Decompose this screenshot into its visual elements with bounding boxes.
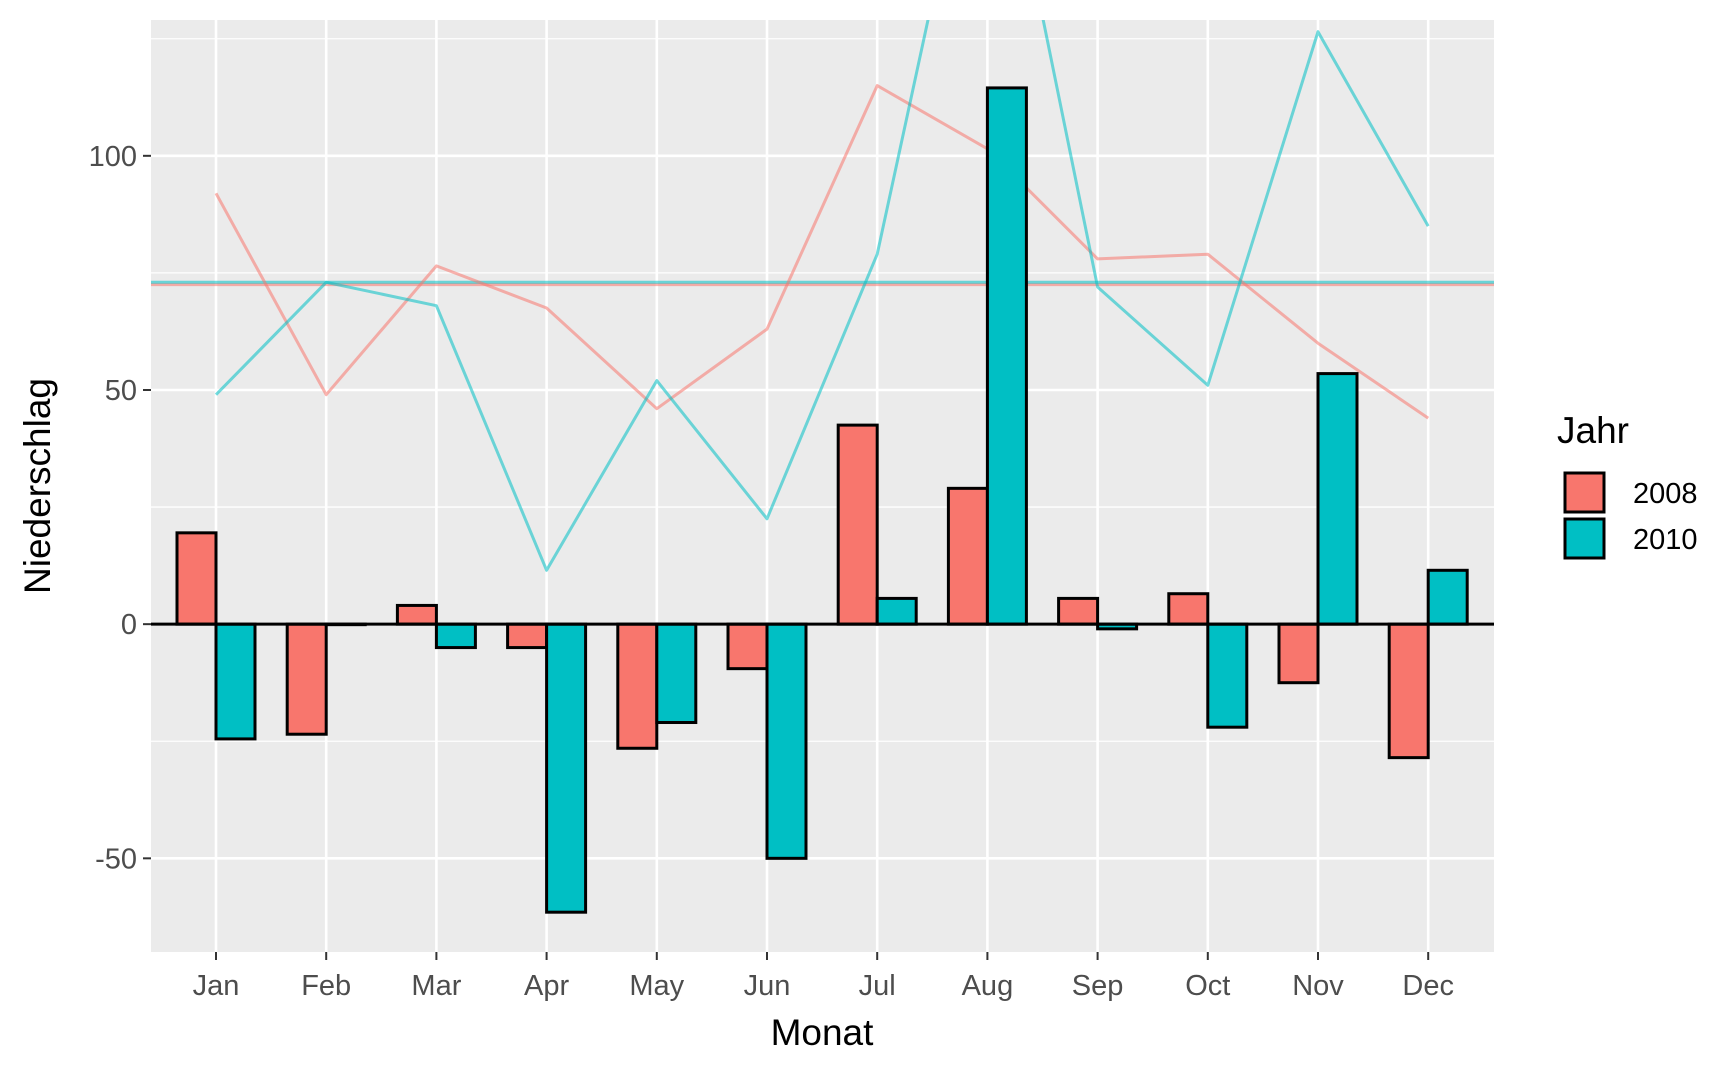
bar-2008-feb [285,622,328,736]
series-line-2008 [214,84,1430,420]
y-tick-label: 0 [121,609,137,641]
y-tick-label: 100 [89,141,137,173]
bar-2008-jun [726,622,769,671]
bar-2010-jun [765,622,808,860]
bar-2008-jan [175,531,218,626]
anomaly-bars [175,86,1469,914]
legend-label-2008: 2008 [1633,478,1698,510]
bar-2010-apr [545,622,588,914]
y-axis: -50 0 50 100 [89,141,151,875]
bar-2008-oct [1167,592,1210,626]
bar-2008-nov [1277,622,1320,685]
bar-2010-jul [875,596,918,626]
x-tick-label-sep: Sep [1072,970,1124,1002]
x-tick-label-mar: Mar [411,970,461,1002]
x-axis: Jan Feb Mar Apr May Jun Jul Aug Sep Oct Nov Dec [193,952,1454,1002]
bar-2010-oct [1206,622,1249,729]
legend: Jahr 2008 2010 [1557,410,1698,560]
x-tick-label-jan: Jan [193,970,240,1002]
y-axis-title: Niederschlag [17,378,58,594]
legend-label-2010: 2010 [1633,524,1698,556]
bar-2010-nov [1316,372,1359,626]
plot-panel [151,20,1494,952]
series-line-2010 [214,20,1430,572]
legend-title: Jahr [1557,410,1629,451]
bar-2010-jan [214,622,257,741]
x-tick-label-oct: Oct [1185,970,1230,1002]
y-tick-label: -50 [95,843,137,875]
x-tick-label-jun: Jun [744,970,791,1002]
bar-2008-aug [946,486,989,626]
x-tick-label-nov: Nov [1292,970,1344,1002]
mean-reference-lines [151,280,1494,287]
bar-2010-dec [1426,568,1469,626]
bar-2008-jul [836,423,879,626]
bar-2008-mar [395,603,438,626]
bar-2010-may [655,622,698,725]
x-tick-label-apr: Apr [524,970,569,1002]
monthly-series-lines [214,20,1430,572]
x-tick-label-feb: Feb [301,970,351,1002]
y-tick-label: 50 [105,375,137,407]
legend-key-2010 [1563,517,1606,560]
bar-2010-mar [434,622,477,650]
grid-minor [151,38,1494,742]
x-axis-title: Monat [771,1012,875,1053]
bar-2008-dec [1387,622,1430,760]
bar-2010-aug [985,86,1028,626]
x-tick-label-aug: Aug [962,970,1014,1002]
x-tick-label-may: May [629,970,684,1002]
x-tick-label-jul: Jul [859,970,896,1002]
bar-2008-apr [506,622,549,650]
legend-key-2008 [1563,471,1606,514]
bar-2008-may [616,622,659,750]
bar-2008-sep [1057,596,1100,626]
x-tick-label-dec: Dec [1402,970,1454,1002]
